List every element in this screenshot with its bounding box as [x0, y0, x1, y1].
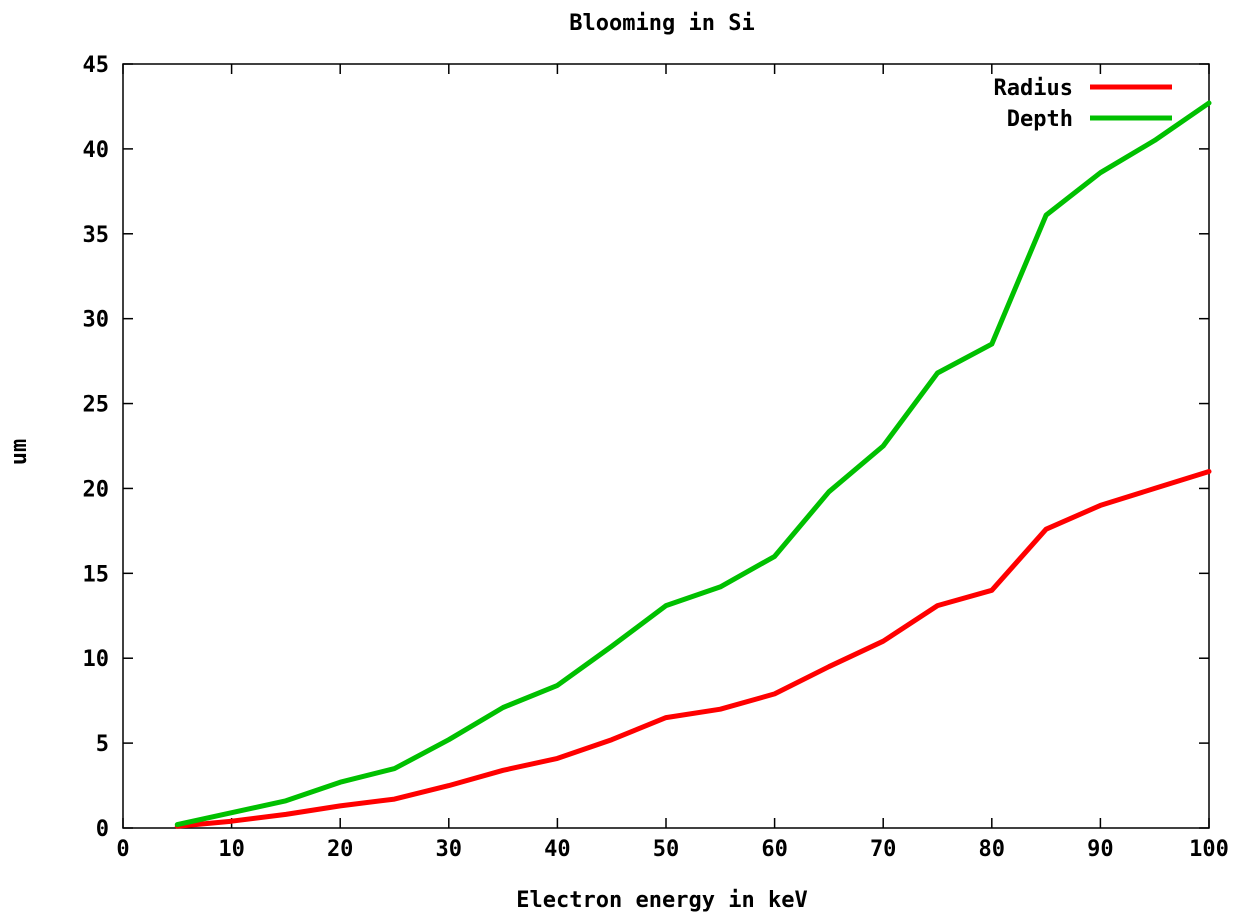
legend: Radius Depth [994, 76, 1172, 132]
x-tick-label: 70 [870, 837, 897, 862]
plot-border [122, 63, 1210, 829]
x-tick-label: 30 [436, 837, 463, 862]
y-tick-label: 35 [83, 223, 110, 248]
x-tick-label: 40 [544, 837, 571, 862]
x-tick-label: 0 [116, 837, 129, 862]
x-tick-label: 80 [979, 837, 1006, 862]
y-tick-label: 30 [83, 308, 110, 333]
x-tick-label: 90 [1087, 837, 1114, 862]
x-axis-label: Electron energy in keV [516, 888, 807, 913]
legend-label-radius: Radius [994, 76, 1073, 101]
y-tick-label: 15 [83, 562, 110, 587]
y-tick-label: 0 [96, 817, 109, 842]
y-tick-label: 10 [83, 647, 110, 672]
x-tick-label: 100 [1189, 837, 1229, 862]
y-axis-label: um [7, 439, 32, 466]
y-tick-label: 5 [96, 732, 109, 757]
y-tick-label: 25 [83, 393, 110, 418]
series-line-radius [174, 469, 1212, 829]
x-tick-label: 20 [327, 837, 354, 862]
x-tick-label: 50 [653, 837, 680, 862]
x-tick-label: 10 [218, 837, 245, 862]
y-tick-label: 45 [83, 53, 110, 78]
series-line-depth [174, 100, 1212, 828]
chart-title: Blooming in Si [569, 11, 754, 36]
y-tick-label: 40 [83, 138, 110, 163]
legend-label-depth: Depth [1007, 107, 1073, 132]
y-tick-label: 20 [83, 477, 110, 502]
plot-area: 0 10 20 30 40 50 60 70 80 90 100 0 5 10 15 20 25 30 35 40 45 [83, 53, 1229, 862]
x-tick-label: 60 [761, 837, 788, 862]
